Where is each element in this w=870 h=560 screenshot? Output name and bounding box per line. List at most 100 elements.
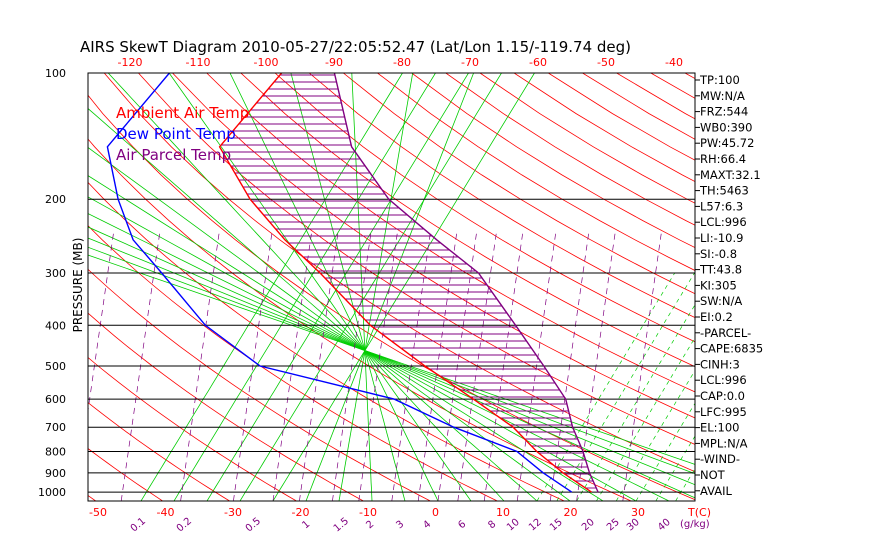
- temp-unit-label: T(C): [687, 506, 711, 519]
- index-label: SW:N/A: [700, 294, 742, 308]
- index-label: LI:-10.9: [700, 231, 743, 245]
- index-label: TH:5463: [699, 184, 749, 198]
- mixing-ratio-line: [417, 232, 458, 501]
- parcel-temp-line: [333, 73, 599, 493]
- pressure-tick-label: 500: [45, 360, 66, 373]
- index-label: L57:6.3: [700, 199, 743, 213]
- saturation-adiabat-line: [635, 402, 695, 501]
- dry-adiabat-line: [650, 73, 695, 99]
- saturation-adiabat-line: [655, 435, 695, 501]
- top-temp-tick-label: -90: [325, 56, 343, 69]
- dry-adiabat-line: [343, 73, 695, 295]
- dry-adiabat-line: [88, 357, 297, 501]
- index-label: LCL:996: [700, 373, 747, 387]
- mixing-ratio-label: 2: [364, 519, 376, 532]
- moist-adiabat-line: [88, 213, 670, 501]
- dry-adiabat-line: [513, 73, 695, 183]
- y-axis-label: PRESSURE (MB): [71, 238, 85, 333]
- pressure-tick-label: 600: [45, 393, 66, 406]
- mixing-ratio-label: 1: [300, 519, 312, 532]
- mixing-ratio-line: [622, 232, 662, 501]
- legend-entry: Air Parcel Temp: [116, 146, 231, 164]
- mixing-ratio-label: 0.2: [175, 516, 194, 535]
- series-layer: [106, 73, 599, 493]
- top-temp-tick-label: -50: [597, 56, 615, 69]
- top-temp-tick-label: -80: [393, 56, 411, 69]
- saturation-adiabat-line: [615, 369, 695, 501]
- index-label: NOT: [700, 468, 726, 482]
- mixing-ratio-label: 4: [421, 519, 433, 532]
- mixing-ratio-line: [391, 232, 431, 501]
- bottom-temp-tick-label: -40: [157, 506, 175, 519]
- top-temp-tick-label: -110: [186, 56, 211, 69]
- pressure-tick-label: 400: [45, 319, 66, 332]
- mixing-ratio-label: 0.1: [129, 516, 148, 535]
- pressure-tick-label: 800: [45, 446, 66, 459]
- index-label: -PARCEL-: [700, 326, 751, 340]
- mixing-ratio-line: [437, 232, 477, 501]
- dry-adiabat-line: [377, 73, 695, 271]
- mixing-ratio-label: 15: [548, 517, 565, 534]
- mixing-unit-label: (g/kg): [680, 519, 710, 530]
- legend-entry: Ambient Air Temp: [116, 104, 249, 122]
- index-label: FRZ:544: [700, 105, 748, 119]
- bottom-temp-tick-label: -10: [359, 506, 377, 519]
- mixing-ratio-line: [272, 232, 312, 501]
- bottom-temp-tick-label: 30: [631, 506, 645, 519]
- mixing-ratio-line: [299, 232, 339, 501]
- dry-adiabat-line: [753, 73, 870, 501]
- index-label: MAXT:32.1: [700, 168, 761, 182]
- mixing-ratio-label: 0.5: [244, 516, 263, 535]
- mixing-ratio-label: 10: [505, 517, 522, 534]
- bottom-temp-tick-label: -30: [224, 506, 242, 519]
- top-temp-tick-label: -60: [529, 56, 547, 69]
- top-temp-tick-label: -70: [461, 56, 479, 69]
- mixing-ratio-label: 20: [580, 517, 597, 534]
- dry-adiabat-line: [240, 73, 695, 368]
- dry-adiabat-line: [172, 73, 695, 419]
- mixing-ratio-line: [88, 232, 114, 413]
- dry-adiabat-line: [88, 94, 695, 501]
- mixing-ratio-line: [358, 232, 398, 501]
- moist-adiabat-line: [272, 73, 535, 501]
- index-label: EI:0.2: [700, 310, 733, 324]
- moist-adiabat-line: [290, 73, 406, 501]
- index-label: TP:100: [699, 73, 740, 87]
- chart-title: AIRS SkewT Diagram 2010-05-27/22:05:52.4…: [80, 38, 631, 56]
- mixing-ratio-line: [180, 232, 220, 501]
- dry-adiabat-line: [411, 73, 695, 249]
- moist-adiabat-line: [88, 226, 695, 499]
- dewpoint-temp-line: [106, 73, 573, 493]
- moist-adiabat-line: [88, 175, 604, 501]
- plot-frame: [87, 72, 696, 502]
- moist-adiabat-line: [88, 146, 571, 501]
- moist-adiabat-line: [305, 73, 474, 501]
- index-label: TT:43.8: [699, 263, 742, 277]
- ambient-temp-line: [218, 73, 592, 493]
- index-label: LCL:996: [700, 215, 747, 229]
- mixing-ratio-label: 12: [527, 517, 544, 534]
- dry-adiabat-line: [88, 448, 163, 501]
- index-label: SI:-0.8: [700, 247, 737, 261]
- dry-adiabat-line: [445, 73, 695, 226]
- pressure-tick-label: 1000: [38, 486, 66, 499]
- mixing-ratio-label: 1.5: [332, 516, 351, 535]
- mixing-ratio-label: 25: [605, 517, 622, 534]
- moist-adiabat-line: [206, 73, 469, 501]
- pressure-tick-label: 300: [45, 267, 66, 280]
- pressure-tick-label: 200: [45, 193, 66, 206]
- mixing-ratio-line: [457, 232, 497, 501]
- saturation-adiabat-line: [675, 468, 695, 501]
- saturation-adiabat-line: [576, 304, 695, 501]
- moist-adiabat-line: [107, 73, 505, 501]
- dry-adiabat-line: [308, 73, 695, 318]
- bottom-temp-tick-label: 0: [432, 506, 439, 519]
- mixing-ratio-line: [233, 232, 273, 501]
- dry-adiabat-line: [88, 268, 431, 501]
- moist-adiabat-line: [88, 237, 695, 486]
- mixing-ratio-label: 3: [394, 519, 406, 532]
- index-label: CAP:0.0: [700, 389, 745, 403]
- legend-entry: Dew Point Temp: [116, 125, 236, 143]
- index-label: KI:305: [700, 278, 737, 292]
